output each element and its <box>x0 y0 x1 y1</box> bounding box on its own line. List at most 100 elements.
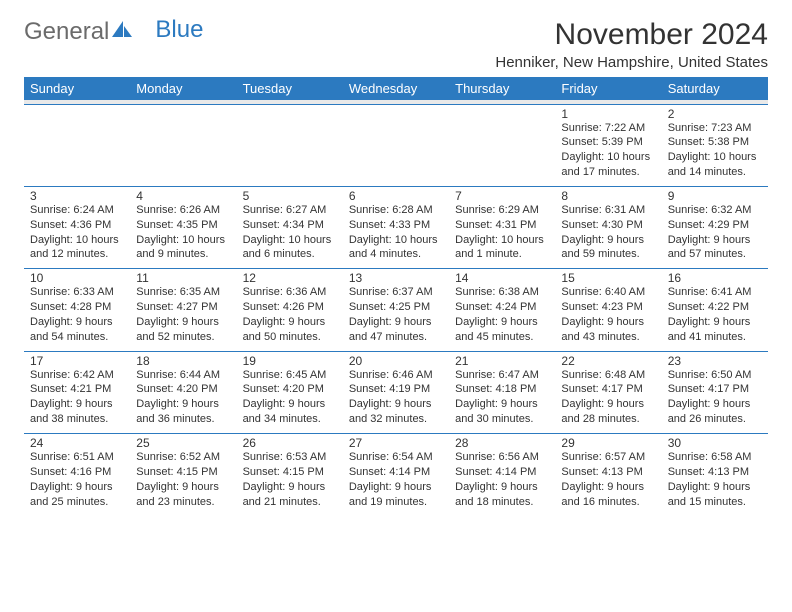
week-3-data: Sunrise: 6:42 AMSunset: 4:21 PMDaylight:… <box>24 368 768 434</box>
day-sr: Sunrise: 6:51 AM <box>30 450 124 465</box>
title-block: November 2024 Henniker, New Hampshire, U… <box>495 18 768 71</box>
day-ss: Sunset: 4:14 PM <box>349 465 443 480</box>
week-1-data: Sunrise: 6:24 AMSunset: 4:36 PMDaylight:… <box>24 203 768 269</box>
week-3-daynums: 17181920212223 <box>24 351 768 368</box>
daydata-cell: Sunrise: 6:47 AMSunset: 4:18 PMDaylight:… <box>449 368 555 434</box>
dayname-1: Monday <box>130 77 236 100</box>
day-ss: Sunset: 4:24 PM <box>455 300 549 315</box>
dayname-0: Sunday <box>24 77 130 100</box>
daydata-cell: Sunrise: 6:58 AMSunset: 4:13 PMDaylight:… <box>662 450 768 515</box>
day-ss: Sunset: 4:26 PM <box>243 300 337 315</box>
daydata-cell: Sunrise: 6:32 AMSunset: 4:29 PMDaylight:… <box>662 203 768 269</box>
day-ss: Sunset: 4:17 PM <box>561 382 655 397</box>
day-sr: Sunrise: 6:50 AM <box>668 368 762 383</box>
daynum-cell: 23 <box>662 351 768 368</box>
day-ss: Sunset: 4:31 PM <box>455 218 549 233</box>
daydata-cell: Sunrise: 6:27 AMSunset: 4:34 PMDaylight:… <box>237 203 343 269</box>
day-ss: Sunset: 5:38 PM <box>668 135 762 150</box>
day-dl1: Daylight: 10 hours <box>455 233 549 248</box>
day-dl2: and 6 minutes. <box>243 247 337 262</box>
day-dl2: and 47 minutes. <box>349 330 443 345</box>
dayname-6: Saturday <box>662 77 768 100</box>
day-sr: Sunrise: 6:54 AM <box>349 450 443 465</box>
daydata-cell: Sunrise: 6:53 AMSunset: 4:15 PMDaylight:… <box>237 450 343 515</box>
day-sr: Sunrise: 6:42 AM <box>30 368 124 383</box>
day-dl1: Daylight: 9 hours <box>455 480 549 495</box>
day-dl1: Daylight: 9 hours <box>668 397 762 412</box>
daydata-cell: Sunrise: 6:57 AMSunset: 4:13 PMDaylight:… <box>555 450 661 515</box>
daynum-cell: 4 <box>130 186 236 203</box>
day-dl1: Daylight: 9 hours <box>455 397 549 412</box>
logo-sail-icon <box>111 20 133 38</box>
daynum-cell: 6 <box>343 186 449 203</box>
day-dl1: Daylight: 9 hours <box>349 315 443 330</box>
daynum-cell <box>237 104 343 121</box>
daydata-cell <box>343 121 449 187</box>
day-sr: Sunrise: 6:36 AM <box>243 285 337 300</box>
daydata-cell: Sunrise: 6:56 AMSunset: 4:14 PMDaylight:… <box>449 450 555 515</box>
daydata-cell: Sunrise: 6:38 AMSunset: 4:24 PMDaylight:… <box>449 285 555 351</box>
day-dl1: Daylight: 9 hours <box>349 480 443 495</box>
daynum-cell: 20 <box>343 351 449 368</box>
day-ss: Sunset: 4:36 PM <box>30 218 124 233</box>
daydata-cell: Sunrise: 6:45 AMSunset: 4:20 PMDaylight:… <box>237 368 343 434</box>
day-dl1: Daylight: 9 hours <box>349 397 443 412</box>
daydata-cell: Sunrise: 6:42 AMSunset: 4:21 PMDaylight:… <box>24 368 130 434</box>
day-ss: Sunset: 4:20 PM <box>136 382 230 397</box>
day-sr: Sunrise: 6:53 AM <box>243 450 337 465</box>
day-ss: Sunset: 4:13 PM <box>561 465 655 480</box>
day-sr: Sunrise: 6:44 AM <box>136 368 230 383</box>
day-ss: Sunset: 4:29 PM <box>668 218 762 233</box>
day-dl1: Daylight: 9 hours <box>136 397 230 412</box>
day-dl2: and 50 minutes. <box>243 330 337 345</box>
day-sr: Sunrise: 6:35 AM <box>136 285 230 300</box>
daynum-cell: 18 <box>130 351 236 368</box>
dayname-3: Wednesday <box>343 77 449 100</box>
daydata-cell: Sunrise: 6:28 AMSunset: 4:33 PMDaylight:… <box>343 203 449 269</box>
day-sr: Sunrise: 6:47 AM <box>455 368 549 383</box>
day-sr: Sunrise: 6:57 AM <box>561 450 655 465</box>
day-sr: Sunrise: 6:48 AM <box>561 368 655 383</box>
day-sr: Sunrise: 6:26 AM <box>136 203 230 218</box>
daynum-cell: 30 <box>662 434 768 451</box>
day-dl1: Daylight: 9 hours <box>30 480 124 495</box>
logo-word1: General <box>24 18 109 46</box>
header: General Blue November 2024 Henniker, New… <box>24 18 768 71</box>
day-sr: Sunrise: 7:23 AM <box>668 121 762 136</box>
day-dl1: Daylight: 10 hours <box>668 150 762 165</box>
daydata-cell: Sunrise: 6:35 AMSunset: 4:27 PMDaylight:… <box>130 285 236 351</box>
daynum-cell: 8 <box>555 186 661 203</box>
day-dl2: and 36 minutes. <box>136 412 230 427</box>
day-dl2: and 19 minutes. <box>349 495 443 510</box>
daydata-cell: Sunrise: 6:26 AMSunset: 4:35 PMDaylight:… <box>130 203 236 269</box>
week-2-data: Sunrise: 6:33 AMSunset: 4:28 PMDaylight:… <box>24 285 768 351</box>
daydata-cell: Sunrise: 6:40 AMSunset: 4:23 PMDaylight:… <box>555 285 661 351</box>
day-dl2: and 26 minutes. <box>668 412 762 427</box>
logo: General Blue <box>24 18 203 46</box>
day-ss: Sunset: 4:19 PM <box>349 382 443 397</box>
daydata-cell: Sunrise: 6:36 AMSunset: 4:26 PMDaylight:… <box>237 285 343 351</box>
daynum-cell: 19 <box>237 351 343 368</box>
day-ss: Sunset: 4:21 PM <box>30 382 124 397</box>
daynum-cell: 21 <box>449 351 555 368</box>
daydata-cell: Sunrise: 6:50 AMSunset: 4:17 PMDaylight:… <box>662 368 768 434</box>
daydata-cell <box>130 121 236 187</box>
day-sr: Sunrise: 6:31 AM <box>561 203 655 218</box>
daydata-cell: Sunrise: 6:52 AMSunset: 4:15 PMDaylight:… <box>130 450 236 515</box>
daynum-cell: 15 <box>555 269 661 286</box>
daydata-cell <box>24 121 130 187</box>
day-sr: Sunrise: 6:41 AM <box>668 285 762 300</box>
day-ss: Sunset: 4:20 PM <box>243 382 337 397</box>
day-dl1: Daylight: 9 hours <box>561 397 655 412</box>
day-ss: Sunset: 4:16 PM <box>30 465 124 480</box>
day-sr: Sunrise: 6:40 AM <box>561 285 655 300</box>
daydata-cell: Sunrise: 6:24 AMSunset: 4:36 PMDaylight:… <box>24 203 130 269</box>
day-dl2: and 25 minutes. <box>30 495 124 510</box>
day-dl1: Daylight: 10 hours <box>243 233 337 248</box>
daydata-cell: Sunrise: 6:54 AMSunset: 4:14 PMDaylight:… <box>343 450 449 515</box>
daydata-cell: Sunrise: 6:46 AMSunset: 4:19 PMDaylight:… <box>343 368 449 434</box>
week-0-daynums: 12 <box>24 104 768 121</box>
day-dl2: and 17 minutes. <box>561 165 655 180</box>
day-sr: Sunrise: 6:37 AM <box>349 285 443 300</box>
day-dl1: Daylight: 9 hours <box>30 397 124 412</box>
